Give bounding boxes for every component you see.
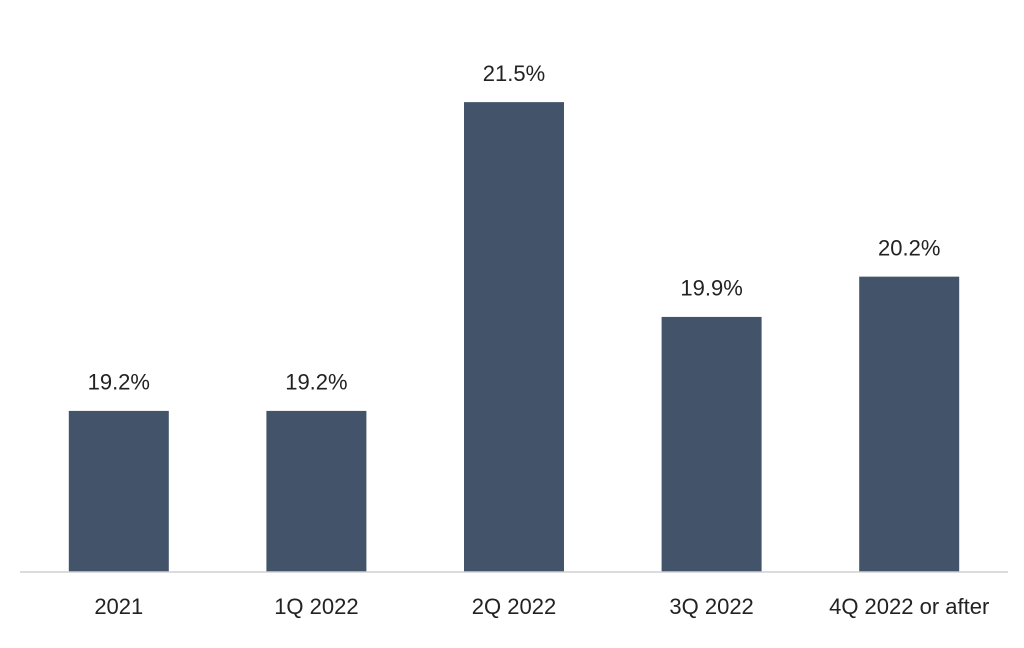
- x-tick-label: 2021: [94, 594, 143, 619]
- value-label: 19.2%: [88, 370, 150, 395]
- value-label: 20.2%: [878, 235, 940, 260]
- value-label: 19.2%: [285, 370, 347, 395]
- bar: [266, 410, 367, 572]
- bar: [68, 410, 169, 572]
- value-label: 19.9%: [680, 276, 742, 301]
- value-label: 21.5%: [483, 61, 545, 86]
- x-tick-label: 4Q 2022 or after: [829, 594, 989, 619]
- x-tick-label: 3Q 2022: [669, 594, 753, 619]
- bar: [464, 102, 564, 572]
- x-tick-label: 2Q 2022: [472, 594, 556, 619]
- x-tick-label: 1Q 2022: [274, 594, 358, 619]
- bar: [661, 316, 762, 572]
- bar: [859, 276, 960, 572]
